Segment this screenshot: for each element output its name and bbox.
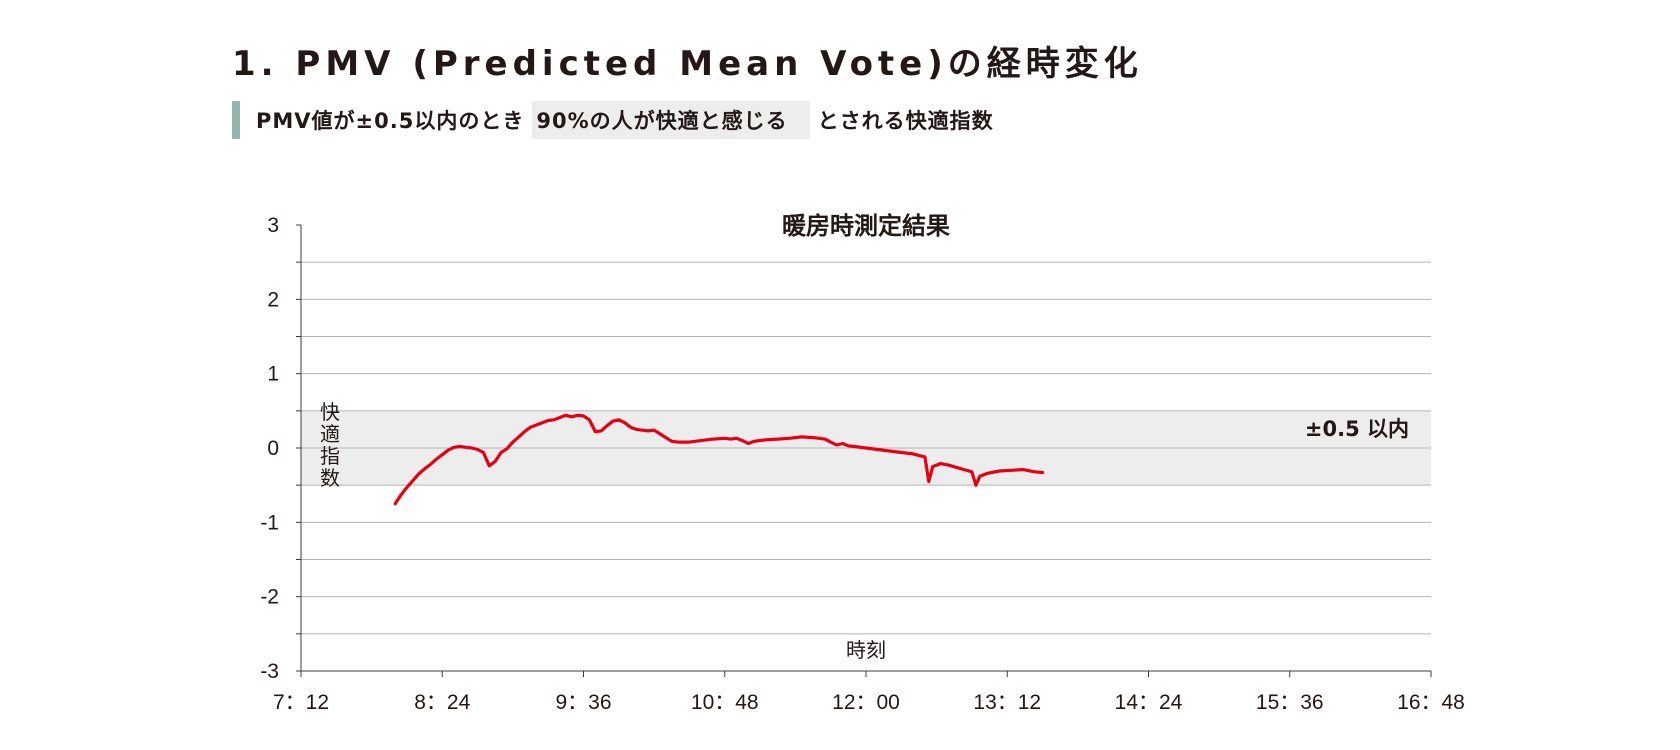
y-tick-label: 3 [267, 214, 279, 237]
x-tick-label: 16：48 [1397, 691, 1465, 714]
x-tick-label: 14：24 [1115, 691, 1183, 714]
pmv-line [393, 413, 1045, 506]
y-tick-label: -1 [260, 511, 279, 534]
subtitle-highlight: 90%の人が快適と感じる [532, 101, 810, 139]
y-tick-label: -2 [260, 586, 279, 609]
accent-bar [232, 101, 240, 139]
page-title: 1. PMV (Predicted Mean Vote)の経時変化 [232, 44, 1143, 84]
x-tick-label: 9：36 [555, 691, 611, 714]
x-tick-label: 7：12 [273, 691, 329, 714]
x-tick-label: 13：12 [973, 691, 1041, 714]
x-axis-label: 時刻 [846, 638, 886, 662]
x-tick-label: 15：36 [1256, 691, 1324, 714]
y-tick-label: -3 [260, 660, 279, 683]
x-tick-label: 12：00 [832, 691, 900, 714]
y-tick-label: 2 [267, 288, 279, 311]
chart-title: 暖房時測定結果 [782, 212, 950, 240]
x-tick-label: 10：48 [691, 691, 759, 714]
subtitle: PMV値が±0.5以内のとき 90%の人が快適と感じる とされる快適指数 [232, 100, 994, 140]
y-tick-label: 0 [267, 437, 279, 460]
y-axis-label: 快適指数 [320, 400, 340, 490]
band-label: ±0.5 以内 [1305, 417, 1409, 441]
subtitle-trail-text: とされる快適指数 [817, 109, 994, 133]
x-tick-label: 8：24 [414, 691, 470, 714]
y-tick-label: 1 [267, 363, 279, 386]
subtitle-lead-text: PMV値が±0.5以内のとき [256, 109, 525, 133]
